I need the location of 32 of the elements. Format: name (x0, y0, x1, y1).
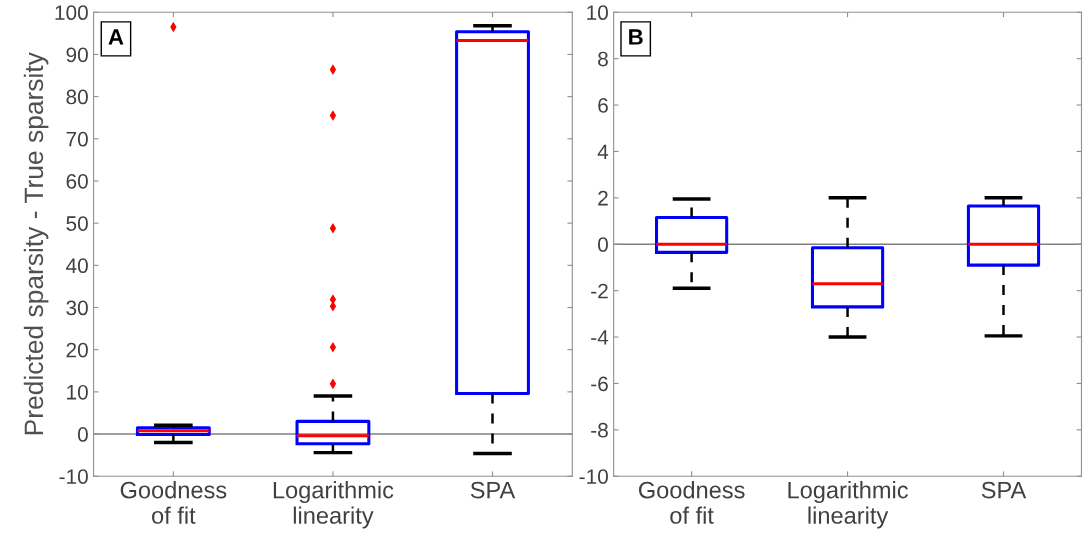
x-tick-label: SPA (981, 481, 1027, 499)
y-tick-label: 8 (598, 51, 608, 67)
y-tick-label: 100 (55, 5, 88, 21)
x-tick-label: Goodness of fit (120, 481, 227, 524)
annotation: A (108, 29, 124, 45)
y-tick-label: 70 (66, 131, 88, 147)
y-tick-label: -6 (591, 376, 608, 392)
y-tick-label: 20 (66, 342, 88, 358)
y-tick-label: -8 (591, 422, 608, 438)
x-tick-label: Logarithmic linearity (788, 481, 908, 529)
annotation: B (629, 29, 643, 45)
y-tick-label: 90 (66, 47, 88, 63)
y-tick-label: 40 (66, 258, 88, 274)
y-tick-label: 10 (67, 384, 88, 400)
y-tick-label: 6 (598, 98, 608, 113)
x-tick-label: SPA (470, 481, 516, 499)
y-tick-label: 60 (66, 173, 88, 189)
y-tick-label: 2 (598, 190, 608, 206)
y-tick-label: 4 (597, 144, 609, 159)
x-tick-label: Goodness of fit (638, 481, 745, 524)
y-tick-label: -2 (591, 283, 608, 299)
y-tick-label: 0 (598, 237, 608, 252)
y-tick-label: -4 (591, 330, 609, 345)
y-tick-label: 10 (587, 5, 608, 21)
y-axis-title: Predicted sparsity - True sparsity (23, 52, 49, 435)
y-tick-label: 30 (66, 300, 88, 316)
y-tick-label: -10 (579, 469, 608, 484)
x-tick-label: Logarithmic linearity (273, 481, 394, 529)
y-tick-label: -10 (59, 469, 88, 484)
y-tick-label: 0 (77, 427, 88, 442)
y-tick-label: 80 (66, 89, 88, 105)
y-tick-label: 50 (66, 216, 88, 231)
